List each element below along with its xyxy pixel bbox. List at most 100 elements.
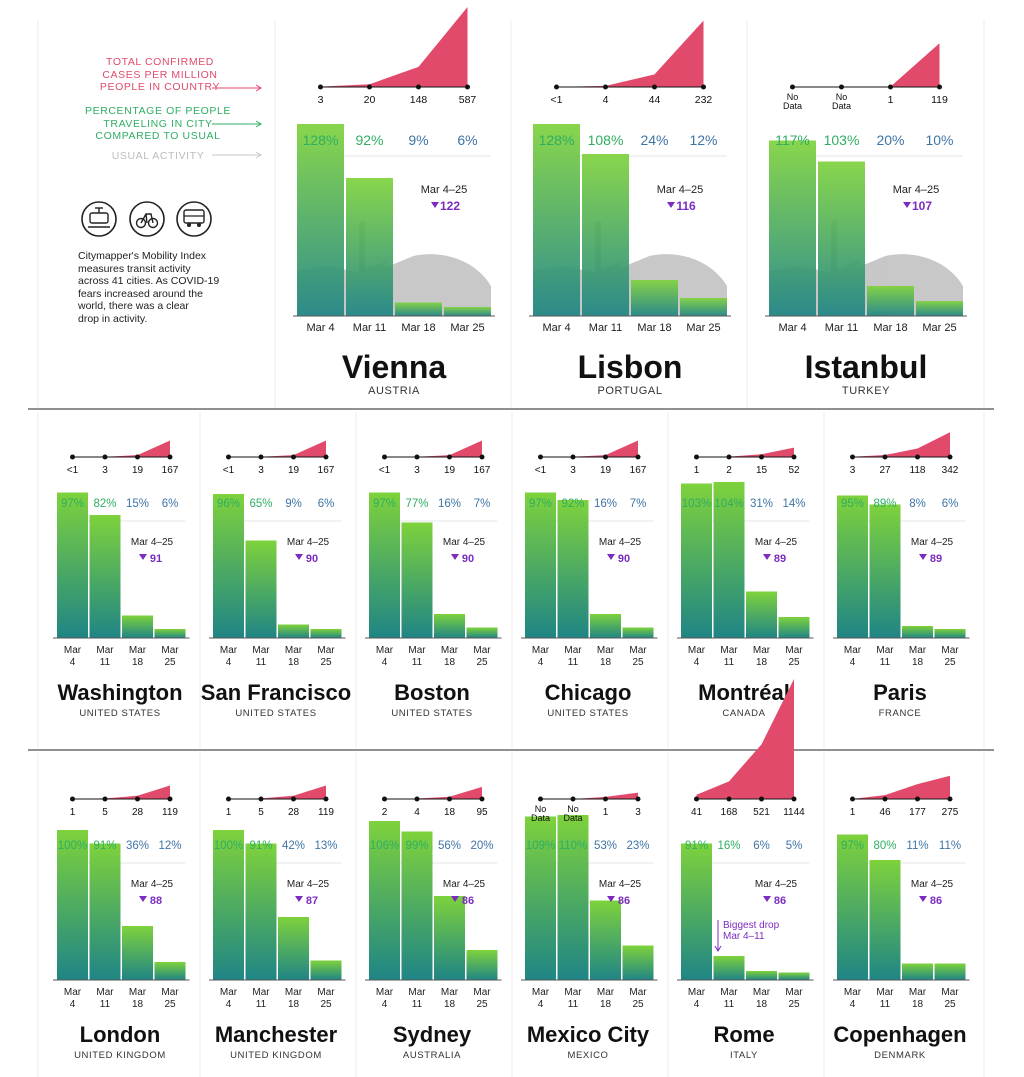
pct-label: 20%	[470, 840, 493, 852]
cases-dot	[367, 84, 372, 90]
category-label: 4	[70, 999, 76, 1010]
drop-arrow-icon	[903, 202, 911, 208]
bar-undefined	[401, 522, 433, 638]
bike-frame	[140, 213, 154, 224]
pct-label: 5%	[786, 840, 803, 852]
tram-icon	[81, 201, 117, 237]
bar-undefined	[213, 830, 244, 980]
category-label: Mar	[473, 987, 491, 998]
cases-dot	[318, 84, 323, 90]
pct-label: 6%	[942, 498, 959, 510]
category-label: 18	[756, 999, 768, 1010]
cases-label: 44	[649, 94, 661, 106]
category-label: 4	[850, 999, 856, 1010]
category-label: 11	[100, 999, 111, 1010]
cases-dot	[135, 796, 140, 802]
category-label: Mar 18	[401, 322, 435, 334]
pct-label: 7%	[630, 498, 647, 510]
cases-label: 167	[318, 465, 335, 476]
cases-label: <1	[551, 94, 563, 106]
cases-label: 167	[474, 465, 491, 476]
pct-label: 9%	[408, 132, 428, 148]
cases-label: 232	[695, 94, 713, 106]
cases-dot	[694, 454, 699, 460]
change-label: Mar 4–25	[287, 537, 330, 548]
cases-dot	[554, 84, 559, 90]
change-label: Mar 4–25	[755, 537, 798, 548]
category-label: Mar	[564, 645, 582, 656]
category-label: Mar	[785, 645, 803, 656]
change-label: Mar 4–25	[599, 537, 642, 548]
change-label: Mar 4–25	[893, 184, 939, 196]
cases-dot	[102, 796, 108, 802]
category-label: Mar	[941, 645, 959, 656]
drop-value: 116	[676, 199, 696, 213]
skyline-shape	[297, 254, 491, 316]
cases-area	[540, 792, 638, 799]
cases-dot	[726, 796, 732, 802]
cases-dot	[791, 454, 797, 460]
cases-dot	[882, 796, 888, 802]
category-label: Mar	[64, 645, 82, 656]
cases-label: 1	[70, 807, 76, 818]
pct-label: 110%	[559, 840, 588, 852]
bar-undefined	[867, 286, 914, 316]
pct-label: 7%	[474, 498, 491, 510]
pct-label: 92%	[355, 132, 383, 148]
bicycle-icon	[129, 201, 165, 237]
pct-label: 106%	[370, 840, 399, 852]
category-label: Mar	[376, 987, 394, 998]
bar-undefined	[837, 495, 868, 638]
cases-dot	[726, 454, 732, 460]
category-label: 18	[756, 657, 768, 668]
country-name: FRANCE	[879, 708, 922, 719]
category-label: 25	[632, 657, 644, 668]
cases-dot	[291, 796, 296, 802]
cases-label: 167	[630, 465, 647, 476]
bar-undefined	[590, 614, 621, 638]
bar-undefined	[746, 591, 777, 638]
drop-arrow-icon	[295, 896, 303, 902]
cases-label: 28	[132, 807, 144, 818]
cases-dot	[70, 796, 75, 802]
cases-dot	[102, 454, 108, 460]
cases-area	[72, 440, 170, 457]
cases-timeline: <1 3 19 167	[379, 440, 491, 476]
category-label: 25	[164, 999, 176, 1010]
drop-arrow-icon	[763, 896, 771, 902]
pct-label: 82%	[93, 498, 116, 510]
pct-label: 100%	[58, 840, 87, 852]
pct-label: 128%	[539, 132, 575, 148]
pct-label: 11%	[906, 840, 928, 852]
pct-label: 95%	[841, 498, 864, 510]
bar-undefined	[778, 617, 810, 638]
cases-label: 1	[226, 807, 232, 818]
drop-value: 122	[440, 199, 460, 213]
category-label: Mar	[285, 645, 303, 656]
cases-dot	[465, 84, 470, 90]
cases-area	[540, 440, 638, 457]
cases-dot	[947, 796, 953, 802]
city-name: Boston	[394, 680, 470, 705]
category-label: Mar	[161, 987, 179, 998]
city-name: Washington	[57, 680, 182, 705]
pct-label: 97%	[61, 498, 84, 510]
category-label: 18	[600, 999, 612, 1010]
category-label: 4	[382, 999, 388, 1010]
category-label: 25	[320, 657, 332, 668]
change-label: Mar 4–25	[755, 879, 798, 890]
cases-timeline: 1 5 28 119	[226, 785, 334, 818]
bus-icon	[176, 201, 212, 237]
pct-label: 31%	[750, 498, 773, 510]
pct-label: 8%	[909, 498, 926, 510]
category-label: 4	[382, 657, 388, 668]
city-name: London	[80, 1022, 161, 1047]
city-name: Lisbon	[578, 349, 683, 385]
cases-dot	[694, 796, 699, 802]
bar-undefined	[769, 140, 816, 316]
